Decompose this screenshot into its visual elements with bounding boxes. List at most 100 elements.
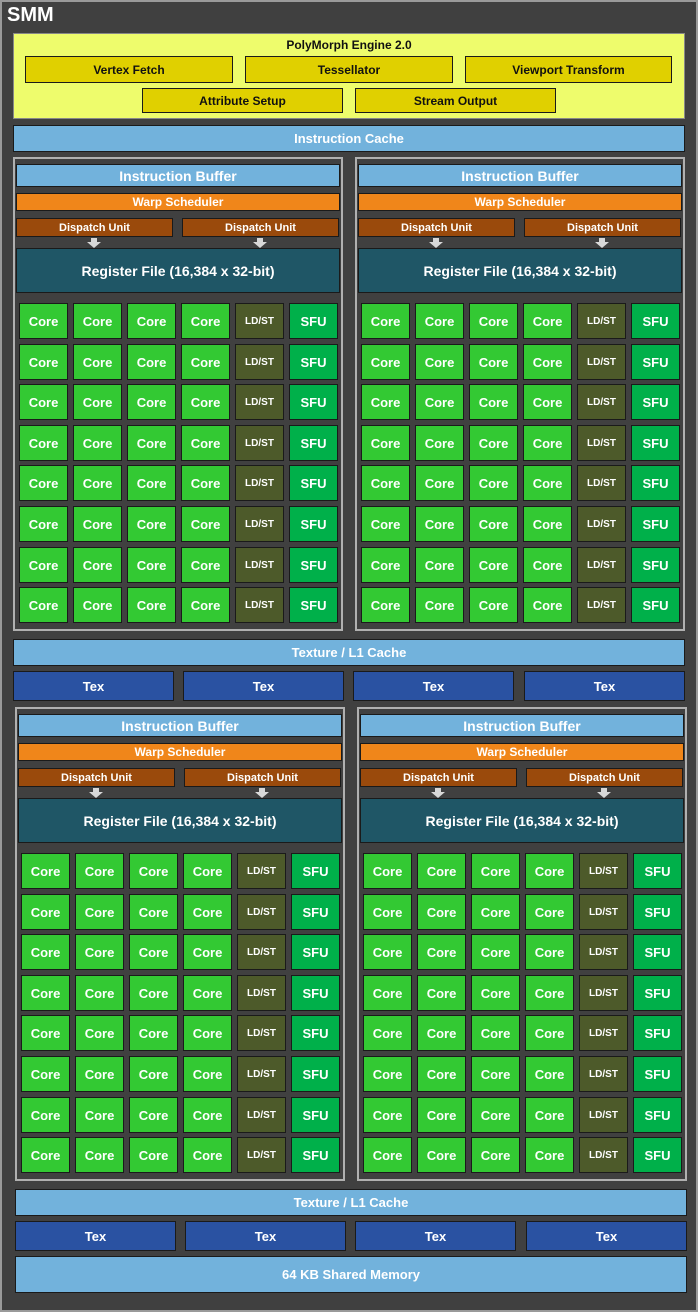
sfu-unit: SFU [291, 1137, 340, 1173]
cuda-core: Core [525, 1056, 574, 1092]
dispatch-unit: Dispatch Unit [526, 768, 683, 787]
cuda-core: Core [525, 1137, 574, 1173]
cuda-core: Core [21, 934, 70, 970]
ld-st-unit: LD/ST [577, 344, 626, 380]
ld-st-unit: LD/ST [577, 506, 626, 542]
tex-unit: Tex [183, 671, 344, 701]
cuda-core: Core [183, 975, 232, 1011]
cuda-core: Core [525, 1097, 574, 1133]
sfu-unit: SFU [631, 465, 680, 501]
cuda-core: Core [523, 587, 572, 623]
arrow-down-icon [597, 788, 611, 798]
cuda-core: Core [19, 506, 68, 542]
cuda-core: Core [19, 587, 68, 623]
sfu-unit: SFU [631, 506, 680, 542]
warp-scheduler: Warp Scheduler [360, 743, 684, 761]
sfu-unit: SFU [633, 894, 682, 930]
cuda-core: Core [181, 384, 230, 420]
cuda-core: Core [127, 465, 176, 501]
cuda-core: Core [415, 344, 464, 380]
sfu-unit: SFU [631, 587, 680, 623]
sfu-unit: SFU [633, 853, 682, 889]
cuda-core: Core [469, 384, 518, 420]
cuda-core: Core [183, 894, 232, 930]
ld-st-unit: LD/ST [579, 853, 628, 889]
cuda-core: Core [21, 1056, 70, 1092]
cuda-core: Core [471, 853, 520, 889]
ld-st-unit: LD/ST [237, 1056, 286, 1092]
ld-st-unit: LD/ST [579, 1015, 628, 1051]
cuda-core: Core [523, 425, 572, 461]
cuda-core: Core [73, 425, 122, 461]
cuda-core: Core [469, 465, 518, 501]
ld-st-unit: LD/ST [577, 547, 626, 583]
cuda-core: Core [75, 853, 124, 889]
cuda-core: Core [525, 934, 574, 970]
cuda-core: Core [469, 344, 518, 380]
ld-st-unit: LD/ST [237, 1097, 286, 1133]
register-file: Register File (16,384 x 32-bit) [16, 248, 340, 293]
ld-st-unit: LD/ST [237, 853, 286, 889]
cuda-core: Core [361, 465, 410, 501]
instruction-buffer: Instruction Buffer [16, 164, 340, 187]
cuda-core: Core [415, 547, 464, 583]
cuda-core: Core [363, 894, 412, 930]
register-file: Register File (16,384 x 32-bit) [18, 798, 342, 843]
dispatch-unit: Dispatch Unit [16, 218, 173, 237]
processing-block: Instruction Buffer Warp Scheduler Dispatch… [13, 157, 343, 631]
warp-scheduler: Warp Scheduler [16, 193, 340, 211]
cuda-core: Core [73, 384, 122, 420]
sfu-unit: SFU [631, 303, 680, 339]
arrow-down-icon [429, 238, 443, 248]
register-file: Register File (16,384 x 32-bit) [360, 798, 684, 843]
cuda-core: Core [363, 975, 412, 1011]
arrow-down-icon [255, 788, 269, 798]
instruction-buffer: Instruction Buffer [18, 714, 342, 737]
dispatch-unit: Dispatch Unit [184, 768, 341, 787]
processing-block: Instruction Buffer Warp Scheduler Dispatch… [355, 157, 685, 631]
cuda-core: Core [471, 894, 520, 930]
cuda-core: Core [73, 303, 122, 339]
cuda-core: Core [523, 303, 572, 339]
cuda-core: Core [127, 384, 176, 420]
ld-st-unit: LD/ST [579, 934, 628, 970]
cuda-core: Core [181, 587, 230, 623]
cuda-core: Core [129, 975, 178, 1011]
cuda-core: Core [525, 894, 574, 930]
cuda-core: Core [75, 934, 124, 970]
sfu-unit: SFU [633, 1137, 682, 1173]
sfu-unit: SFU [289, 506, 338, 542]
ld-st-unit: LD/ST [235, 384, 284, 420]
ld-st-unit: LD/ST [235, 465, 284, 501]
cuda-core: Core [129, 1015, 178, 1051]
cuda-core: Core [417, 1137, 466, 1173]
sfu-unit: SFU [631, 547, 680, 583]
sfu-unit: SFU [291, 934, 340, 970]
arrow-down-icon [253, 238, 267, 248]
cuda-core: Core [21, 1137, 70, 1173]
tessellator: Tessellator [245, 56, 453, 83]
cuda-core: Core [73, 506, 122, 542]
cuda-core: Core [363, 1097, 412, 1133]
cuda-core: Core [363, 1137, 412, 1173]
cuda-core: Core [183, 1015, 232, 1051]
ld-st-unit: LD/ST [577, 587, 626, 623]
sfu-unit: SFU [289, 425, 338, 461]
arrow-down-icon [87, 238, 101, 248]
instruction-cache: Instruction Cache [13, 125, 685, 152]
cuda-core: Core [127, 344, 176, 380]
ld-st-unit: LD/ST [235, 587, 284, 623]
ld-st-unit: LD/ST [237, 894, 286, 930]
tex-unit: Tex [13, 671, 174, 701]
cuda-core: Core [469, 506, 518, 542]
cuda-core: Core [183, 853, 232, 889]
cuda-core: Core [417, 1097, 466, 1133]
ld-st-unit: LD/ST [235, 506, 284, 542]
sfu-unit: SFU [289, 547, 338, 583]
ld-st-unit: LD/ST [577, 425, 626, 461]
sfu-unit: SFU [289, 303, 338, 339]
cuda-core: Core [363, 1056, 412, 1092]
cuda-core: Core [417, 1015, 466, 1051]
cuda-core: Core [75, 894, 124, 930]
sfu-unit: SFU [633, 1056, 682, 1092]
